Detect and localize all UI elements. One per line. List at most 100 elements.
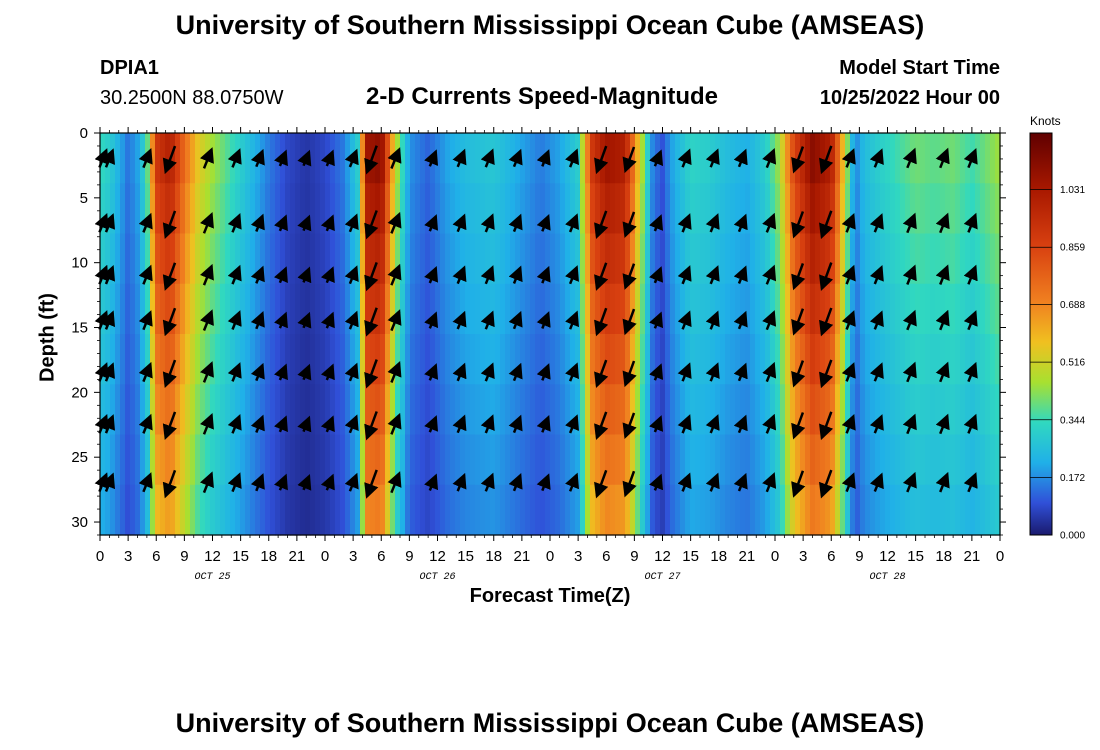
heat-cell <box>115 283 121 335</box>
heat-cell <box>410 183 416 235</box>
heat-cell <box>995 484 1001 536</box>
heat-cell <box>285 133 291 184</box>
heat-cell <box>730 283 736 335</box>
current-vector <box>297 363 312 381</box>
heat-cell <box>915 283 921 335</box>
heat-cell <box>145 283 151 335</box>
heat-cell <box>120 334 126 385</box>
heat-cell <box>790 434 796 486</box>
heat-cell <box>200 334 206 385</box>
heat-cell <box>440 183 446 235</box>
heat-cell <box>935 434 941 486</box>
heat-cell <box>485 334 491 385</box>
heat-cell <box>735 183 741 235</box>
heat-cell <box>940 233 946 285</box>
heat-cell <box>905 233 911 285</box>
heat-cell <box>930 183 936 235</box>
current-vector <box>138 310 153 331</box>
heat-cell <box>375 283 381 335</box>
heat-cell <box>665 183 671 235</box>
heat-cell <box>960 233 966 285</box>
heat-cell <box>980 233 986 285</box>
heat-cell <box>145 384 151 436</box>
heat-cell <box>125 283 131 335</box>
current-vector <box>387 412 402 435</box>
heat-cell <box>400 133 406 184</box>
current-vector <box>622 470 637 498</box>
current-vector <box>320 266 335 284</box>
heat-cell <box>380 434 386 486</box>
heat-cell <box>885 133 891 184</box>
current-vector <box>791 211 806 239</box>
heat-cell <box>770 384 776 436</box>
current-vector <box>364 145 379 175</box>
heat-cell <box>950 434 956 486</box>
heat-cell <box>535 133 541 184</box>
heat-cell <box>815 384 821 436</box>
heat-cell <box>490 434 496 486</box>
heat-cell <box>735 334 741 385</box>
heat-cell <box>265 334 271 385</box>
heat-cell <box>565 384 571 436</box>
current-vector <box>536 311 551 329</box>
model-start-value: 10/25/2022 Hour 00 <box>819 87 1000 109</box>
heat-cell <box>305 434 311 486</box>
heat-cell <box>955 233 961 285</box>
heat-cell <box>480 233 486 285</box>
heat-cell <box>215 334 221 385</box>
heat-cell <box>800 484 806 536</box>
heat-cell <box>130 133 136 184</box>
heat-cell <box>535 233 541 285</box>
heat-cell <box>650 434 656 486</box>
heat-cell <box>550 434 556 486</box>
heat-cell <box>745 484 751 536</box>
heat-cell <box>945 283 951 335</box>
heat-cell <box>630 484 636 536</box>
heat-cell <box>215 484 221 536</box>
heat-cell <box>655 434 661 486</box>
heat-cell <box>850 434 856 486</box>
heat-cell <box>270 233 276 285</box>
heat-cell <box>415 334 421 385</box>
heat-cell <box>995 334 1001 385</box>
heat-cell <box>975 334 981 385</box>
heat-cell <box>435 434 441 486</box>
heat-cell <box>845 484 851 536</box>
heat-cell <box>720 484 726 536</box>
heat-cell <box>190 384 196 436</box>
heat-cell <box>860 434 866 486</box>
heat-cell <box>620 233 626 285</box>
heat-cell <box>900 133 906 184</box>
heat-cell <box>820 283 826 335</box>
heat-cell <box>140 133 146 184</box>
heat-cell <box>280 484 286 536</box>
heat-cell <box>410 283 416 335</box>
heat-cell <box>460 484 466 536</box>
heat-cell <box>665 233 671 285</box>
heat-cell <box>120 133 126 184</box>
heat-cell <box>170 484 176 536</box>
heat-cell <box>320 133 326 184</box>
heat-cell <box>795 183 801 235</box>
heat-cell <box>655 183 661 235</box>
heat-cell <box>170 334 176 385</box>
heat-cell <box>310 384 316 436</box>
heat-cell <box>680 283 686 335</box>
heat-cell <box>700 183 706 235</box>
heat-cell <box>775 133 781 184</box>
heat-cell <box>105 183 111 235</box>
heat-cell <box>330 233 336 285</box>
heat-cell <box>545 334 551 385</box>
heat-cell <box>780 183 786 235</box>
heat-cell <box>870 484 876 536</box>
heat-cell <box>590 384 596 436</box>
heat-cell <box>530 283 536 335</box>
heat-cell <box>595 233 601 285</box>
current-vector <box>199 412 214 435</box>
heat-cell <box>425 283 431 335</box>
heat-cell <box>815 484 821 536</box>
heat-cell <box>500 434 506 486</box>
heat-cell <box>840 283 846 335</box>
current-vector <box>791 146 806 174</box>
current-vector <box>101 362 115 382</box>
